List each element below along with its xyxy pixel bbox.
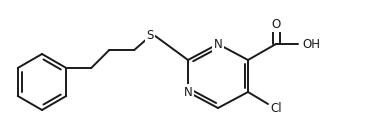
Text: Cl: Cl <box>270 101 282 115</box>
Text: N: N <box>184 86 192 98</box>
Text: N: N <box>214 38 222 50</box>
Text: O: O <box>271 18 281 30</box>
Text: S: S <box>146 30 154 42</box>
Text: OH: OH <box>302 38 320 50</box>
